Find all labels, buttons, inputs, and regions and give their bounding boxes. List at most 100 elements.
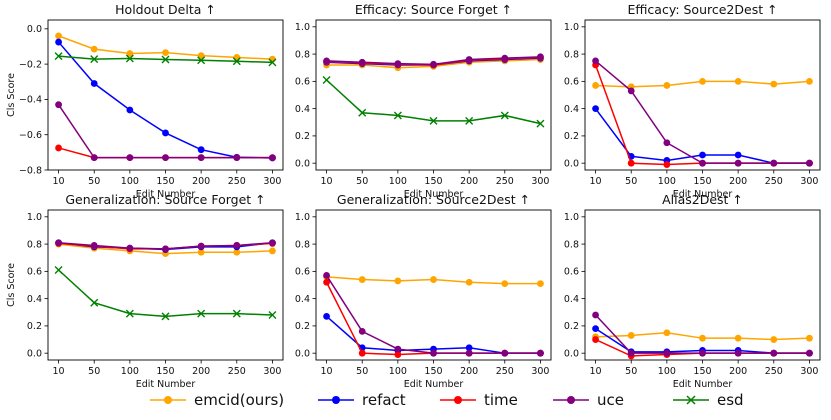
data-point (55, 144, 62, 152)
data-point (126, 106, 134, 114)
data-point (806, 349, 813, 357)
subplot-title: Efficacy: Source Forget ↑ (355, 2, 512, 17)
series-esd (54, 52, 277, 67)
data-point (430, 60, 437, 68)
data-point (358, 276, 366, 283)
x-tick-label: 50 (88, 176, 100, 187)
data-point (770, 336, 778, 343)
series-line-uce (595, 60, 810, 164)
data-point (627, 87, 635, 95)
x-tick-label: 300 (531, 176, 549, 187)
y-axis-label: Cls Score (6, 263, 17, 307)
y-tick-label: 0.8 (564, 49, 579, 60)
series-refact (592, 105, 813, 167)
data-point (162, 154, 169, 162)
data-point (268, 311, 277, 319)
y-tick-label: 0.2 (564, 131, 579, 142)
data-point (232, 309, 241, 318)
x-tick-label: 200 (460, 366, 478, 377)
subplot-title: Alias2Dest ↑ (662, 192, 743, 207)
data-point (770, 159, 778, 167)
legend-label: uce (597, 391, 624, 409)
y-tick-label: 0.6 (295, 77, 310, 88)
data-point (592, 311, 599, 319)
subplot-alias2dest: Alias2Dest ↑ 0.0 0.2 0.4 0.6 0.8 1.0 10 50 100 150… (564, 192, 821, 390)
data-point (269, 247, 276, 255)
data-point (465, 349, 473, 357)
data-point (90, 154, 98, 162)
y-tick-label: 0.8 (27, 239, 42, 250)
data-point (90, 55, 99, 64)
data-point (806, 159, 813, 167)
x-tick-label: 150 (424, 366, 442, 377)
y-tick-label: −0.2 (19, 59, 42, 70)
data-point (161, 312, 170, 321)
x-tick-label: 200 (192, 366, 210, 377)
data-point (663, 349, 671, 357)
axes-frame (584, 19, 821, 171)
y-tick-label: 1.0 (295, 212, 310, 223)
data-point (465, 344, 473, 352)
y-tick-label: 1.0 (564, 22, 579, 33)
x-tick-label: 10 (321, 366, 333, 377)
legend-label: emcid(ours) (194, 391, 284, 409)
y-tick-label: 0.8 (295, 239, 310, 250)
series-emcid-ours (592, 77, 813, 91)
data-point (394, 345, 402, 353)
legend-label: time (484, 391, 518, 409)
data-point (197, 248, 205, 256)
data-point (233, 154, 241, 162)
x-tick-label: 250 (496, 176, 514, 187)
data-point (663, 82, 671, 89)
y-tick-label: 0.2 (27, 321, 42, 332)
legend: emcid(ours) refact time uce esd (150, 391, 744, 409)
data-point (627, 349, 635, 357)
data-point (54, 266, 63, 274)
data-point (90, 45, 98, 53)
data-point (627, 332, 635, 339)
series-emcid-ours (323, 273, 544, 288)
y-tick-label: 0.6 (27, 267, 42, 278)
data-point (465, 56, 473, 63)
x-tick-label: 300 (531, 366, 549, 377)
data-point (734, 334, 742, 342)
data-point (501, 280, 509, 288)
x-tick-label: 10 (321, 176, 333, 187)
axes-frame (47, 209, 284, 361)
y-tick-label: 0.4 (564, 104, 579, 115)
subplot-title: Generalization: Source2Dest ↑ (337, 192, 530, 207)
legend-marker (686, 395, 696, 405)
x-tick-label: 300 (263, 366, 281, 377)
data-point (125, 309, 134, 318)
data-point (663, 161, 671, 168)
data-point (358, 327, 366, 335)
x-tick-label: 300 (263, 176, 281, 187)
data-point (592, 336, 599, 343)
data-point (90, 298, 99, 307)
data-point (126, 154, 134, 162)
x-tick-label: 200 (460, 176, 478, 187)
data-point (126, 244, 134, 252)
data-point (699, 349, 706, 357)
data-point (162, 49, 169, 57)
x-tick-label: 200 (729, 366, 747, 377)
data-point (126, 50, 134, 57)
legend-item-esd: esd (673, 391, 744, 409)
data-point (269, 154, 276, 162)
data-point (232, 57, 241, 66)
data-point (55, 38, 62, 46)
data-point (90, 242, 98, 249)
subplot-title: Holdout Delta ↑ (115, 2, 216, 17)
data-point (770, 80, 778, 88)
legend-label: refact (362, 391, 406, 409)
data-point (429, 116, 438, 125)
x-axis-label: Edit Number (136, 379, 196, 390)
data-point (734, 349, 742, 357)
data-point (465, 278, 473, 286)
y-tick-label: 0.8 (564, 239, 579, 250)
data-point (501, 349, 509, 357)
y-tick-label: 0.4 (295, 104, 310, 115)
data-point (233, 248, 241, 256)
data-point (734, 77, 742, 85)
